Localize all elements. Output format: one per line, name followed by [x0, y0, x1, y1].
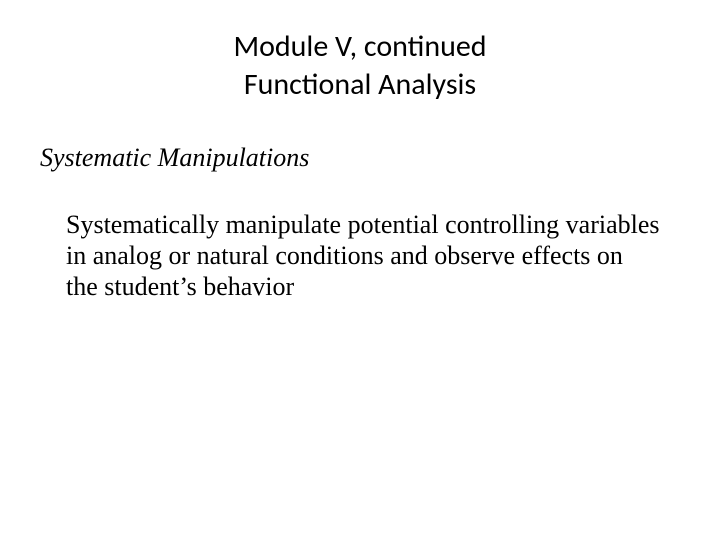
- title-block: Module V, continued Functional Analysis: [40, 28, 680, 103]
- body-paragraph: Systematically manipulate potential cont…: [66, 209, 660, 303]
- section-subheading: Systematic Manipulations: [40, 143, 680, 173]
- title-line-2: Functional Analysis: [40, 66, 680, 104]
- title-line-1: Module V, continued: [40, 28, 680, 66]
